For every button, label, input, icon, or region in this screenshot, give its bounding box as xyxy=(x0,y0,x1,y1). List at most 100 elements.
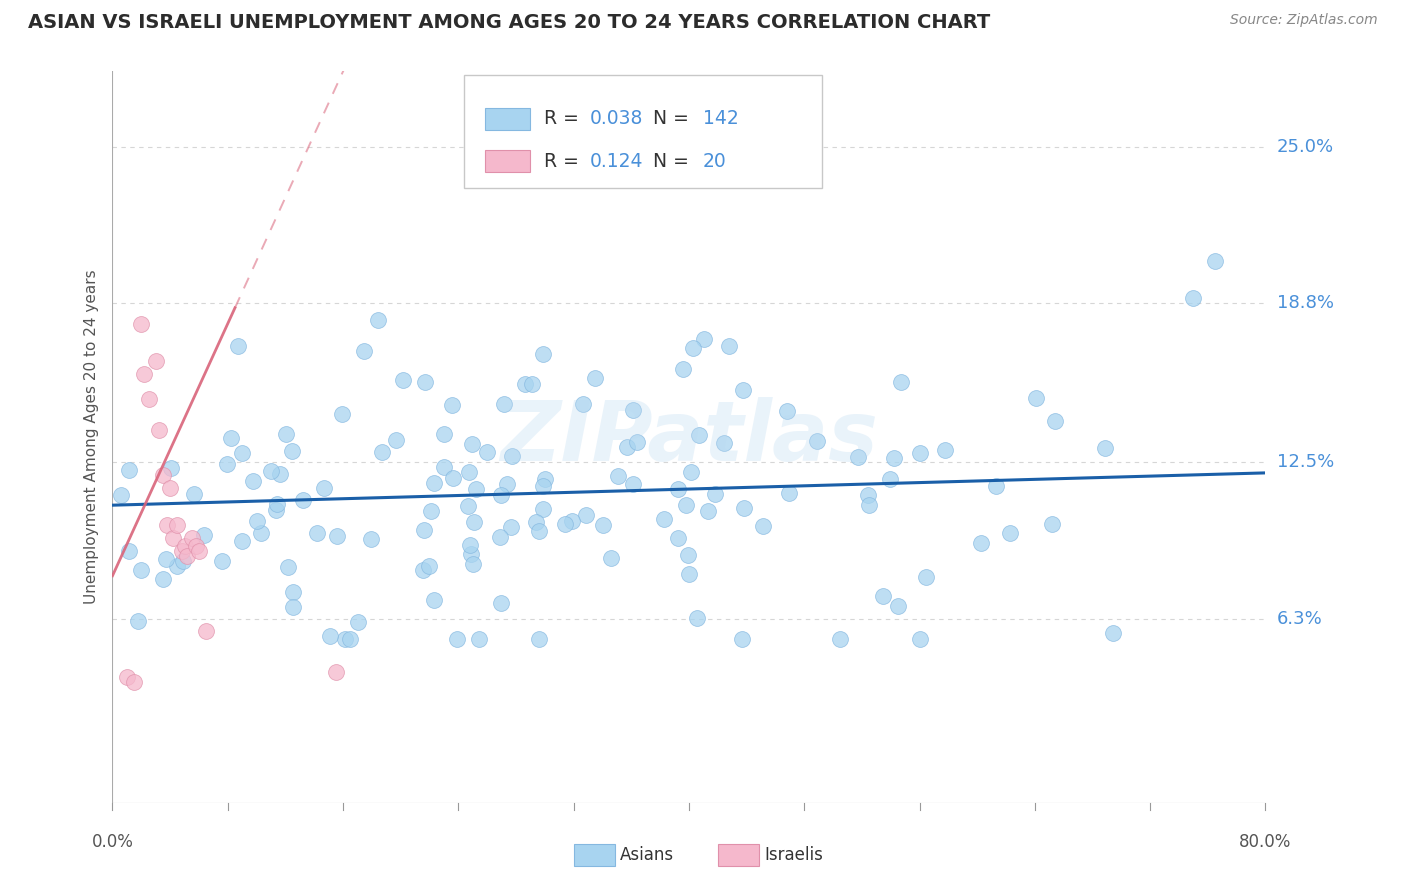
Point xyxy=(856,488,879,502)
Point xyxy=(751,519,773,533)
Point xyxy=(156,518,179,533)
Point xyxy=(908,632,931,646)
Point xyxy=(986,479,1008,493)
Text: 6.3%: 6.3% xyxy=(1277,609,1322,628)
Point xyxy=(122,674,145,689)
Point xyxy=(118,544,141,558)
Point xyxy=(489,530,512,544)
Point xyxy=(264,503,287,517)
Point xyxy=(685,611,707,625)
Point xyxy=(129,317,153,331)
Point xyxy=(325,665,347,679)
Point xyxy=(138,392,160,407)
Point xyxy=(162,531,184,545)
Point xyxy=(155,552,177,566)
Point xyxy=(458,465,481,479)
Point xyxy=(496,477,519,491)
Point xyxy=(1204,253,1226,268)
Point xyxy=(513,376,536,391)
Point xyxy=(616,440,638,454)
Point xyxy=(433,460,456,475)
Point xyxy=(730,632,752,646)
Point xyxy=(420,504,443,518)
FancyBboxPatch shape xyxy=(574,845,616,866)
Point xyxy=(226,339,249,353)
Point xyxy=(879,472,901,486)
Point xyxy=(858,499,880,513)
Point xyxy=(529,524,551,538)
Text: R =: R = xyxy=(544,152,585,171)
Point xyxy=(180,531,202,545)
Point xyxy=(215,457,238,471)
Point xyxy=(392,373,415,387)
Point xyxy=(110,488,132,502)
Point xyxy=(475,445,498,459)
Point xyxy=(675,498,697,512)
Point xyxy=(1182,291,1205,305)
Point xyxy=(318,629,340,643)
Point xyxy=(195,624,218,639)
Point xyxy=(145,354,167,368)
Point xyxy=(339,632,361,646)
Text: ASIAN VS ISRAELI UNEMPLOYMENT AMONG AGES 20 TO 24 YEARS CORRELATION CHART: ASIAN VS ISRAELI UNEMPLOYMENT AMONG AGES… xyxy=(28,13,990,32)
Point xyxy=(522,376,544,391)
Point xyxy=(682,341,704,355)
Point xyxy=(166,518,188,533)
Point xyxy=(1000,526,1022,541)
Point xyxy=(418,558,440,573)
Point xyxy=(693,332,716,346)
Point xyxy=(501,520,523,534)
Point xyxy=(531,479,554,493)
Point xyxy=(277,560,299,574)
Point xyxy=(461,558,484,572)
Text: 0.038: 0.038 xyxy=(589,110,643,128)
Point xyxy=(1094,441,1116,455)
Point xyxy=(561,514,583,528)
Point xyxy=(152,572,174,586)
Point xyxy=(160,460,183,475)
Point xyxy=(733,501,755,516)
Point xyxy=(703,487,725,501)
Point xyxy=(713,436,735,450)
Point xyxy=(280,444,302,458)
Point xyxy=(250,525,273,540)
Text: 0.124: 0.124 xyxy=(589,152,644,171)
Point xyxy=(134,367,156,381)
Point xyxy=(276,427,298,442)
Text: ZIPatlas: ZIPatlas xyxy=(501,397,877,477)
Point xyxy=(385,433,408,447)
Point xyxy=(353,344,375,359)
Point xyxy=(347,615,370,629)
FancyBboxPatch shape xyxy=(718,845,759,866)
Point xyxy=(492,397,515,411)
Point xyxy=(524,515,547,529)
Point xyxy=(489,488,512,502)
FancyBboxPatch shape xyxy=(464,75,821,188)
Point xyxy=(152,467,174,482)
Point xyxy=(159,481,181,495)
Point xyxy=(846,450,869,464)
Point xyxy=(441,398,464,412)
Point xyxy=(446,632,468,646)
Point xyxy=(1043,414,1066,428)
Point xyxy=(314,481,336,495)
Point xyxy=(211,554,233,568)
Point xyxy=(412,563,434,577)
Text: 18.8%: 18.8% xyxy=(1277,294,1333,312)
Text: 12.5%: 12.5% xyxy=(1277,453,1334,471)
Point xyxy=(231,534,253,549)
Point xyxy=(360,532,382,546)
Point xyxy=(260,464,283,478)
Point xyxy=(1040,517,1063,532)
Point xyxy=(242,474,264,488)
Point xyxy=(575,508,598,522)
Point xyxy=(460,538,482,552)
Text: 20: 20 xyxy=(703,152,727,171)
Point xyxy=(176,549,198,563)
Point xyxy=(696,504,718,518)
Point xyxy=(412,523,434,537)
Point xyxy=(676,548,699,562)
Point xyxy=(148,423,170,437)
Text: Asians: Asians xyxy=(620,847,673,864)
Point xyxy=(776,403,799,417)
